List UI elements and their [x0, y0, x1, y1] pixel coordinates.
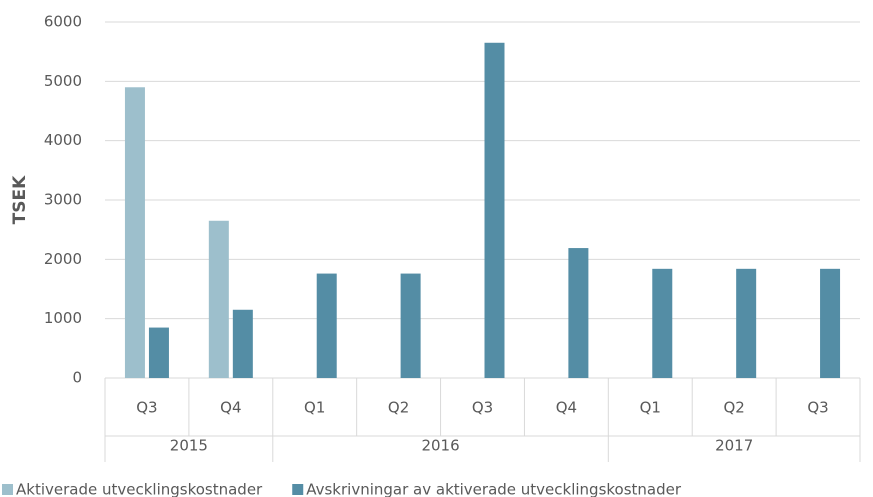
y-tick-label: 2000: [44, 250, 82, 268]
bar: [124, 87, 145, 379]
y-tick-label: 4000: [44, 131, 82, 149]
legend-label: Aktiverade utvecklingskostnader: [16, 481, 263, 497]
legend-swatch: [292, 484, 304, 495]
x-tick-label: Q2: [723, 399, 744, 417]
bar: [736, 268, 757, 378]
x-tick-label: Q4: [556, 399, 577, 417]
bar: [820, 268, 841, 378]
x-tick-label: Q3: [136, 399, 157, 417]
bar: [652, 268, 673, 378]
y-tick-label: 0: [72, 369, 82, 387]
x-tick-label: Q1: [640, 399, 661, 417]
y-axis-title: TSEK: [10, 175, 30, 224]
x-tick-label: Q3: [807, 399, 828, 417]
x-tick-label: Q2: [388, 399, 409, 417]
x-group-label: 2016: [421, 437, 459, 455]
x-tick-label: Q4: [220, 399, 241, 417]
bar: [148, 327, 169, 378]
bar: [484, 42, 505, 379]
x-tick-label: Q1: [304, 399, 325, 417]
bar: [208, 220, 229, 378]
legend-swatch: [2, 484, 13, 495]
y-tick-label: 1000: [44, 309, 82, 327]
y-tick-label: 5000: [44, 72, 82, 90]
legend-label: Avskrivningar av aktiverade utvecklingsk…: [306, 481, 682, 497]
bar: [568, 248, 589, 378]
x-tick-label: Q3: [472, 399, 493, 417]
x-group-label: 2015: [170, 437, 208, 455]
bar: [316, 273, 337, 378]
bar: [232, 309, 253, 378]
y-tick-label: 3000: [44, 191, 82, 209]
bar: [400, 273, 421, 378]
y-tick-label: 6000: [44, 13, 82, 31]
x-group-label: 2017: [715, 437, 753, 455]
